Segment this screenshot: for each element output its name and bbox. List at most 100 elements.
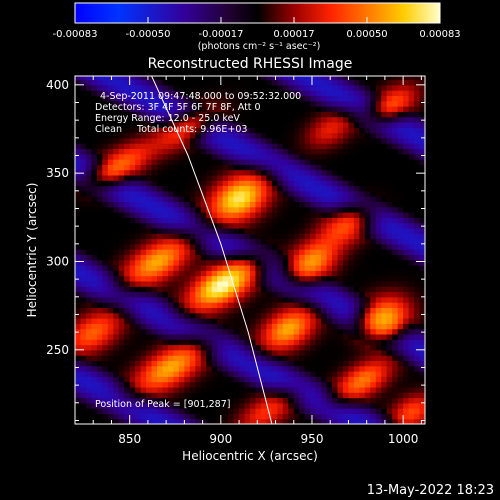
heatmap-cell [113, 153, 120, 160]
heatmap-cell [381, 127, 388, 134]
heatmap-cell [348, 153, 355, 160]
heatmap-cell [80, 132, 87, 139]
heatmap-cell [381, 190, 388, 197]
heatmap-cell [326, 238, 333, 245]
heatmap-cell [91, 265, 98, 271]
heatmap-cell [173, 265, 180, 271]
heatmap-cell [386, 143, 393, 150]
heatmap-cell [107, 127, 114, 134]
heatmap-cell [288, 143, 295, 150]
heatmap-cell [392, 339, 399, 346]
heatmap-cell [282, 190, 289, 197]
heatmap-cell [222, 397, 229, 404]
heatmap-cell [260, 280, 268, 287]
heatmap-cell [178, 402, 185, 409]
heatmap-cell [342, 185, 350, 192]
heatmap-cell [124, 365, 131, 372]
heatmap-cell [239, 143, 246, 150]
heatmap-cell [113, 116, 120, 123]
heatmap-cell [293, 132, 300, 139]
heatmap-cell [157, 312, 164, 319]
heatmap-cell [304, 169, 311, 176]
heatmap-cell [293, 381, 300, 388]
heatmap-cell [370, 307, 377, 314]
heatmap-cell [408, 111, 415, 118]
heatmap-cell [392, 318, 399, 324]
heatmap-cell [277, 143, 284, 150]
heatmap-cell [195, 344, 202, 351]
heatmap-cell [244, 212, 251, 218]
heatmap-cell [419, 376, 425, 383]
heatmap-cell [200, 79, 207, 86]
heatmap-cell [304, 201, 311, 208]
heatmap-cell [288, 302, 295, 309]
heatmap-cell [206, 222, 213, 229]
heatmap-cell [260, 243, 268, 250]
heatmap-cell [250, 180, 257, 187]
heatmap-cell [85, 196, 93, 203]
heatmap-cell [118, 153, 125, 160]
heatmap-cell [392, 148, 399, 155]
heatmap-cell [135, 84, 142, 91]
heatmap-cell [244, 265, 251, 271]
heatmap-cell [348, 206, 355, 213]
heatmap-cell [96, 376, 103, 383]
heatmap-cell [135, 227, 142, 234]
heatmap-cell [211, 270, 218, 277]
heatmap-cell [375, 386, 382, 393]
heatmap-cell [206, 270, 213, 277]
heatmap-cell [157, 386, 164, 393]
heatmap-cell [332, 418, 339, 424]
heatmap-cell [162, 121, 169, 128]
heatmap-cell [211, 95, 218, 102]
heatmap-cell [321, 84, 328, 91]
heatmap-cell [135, 153, 142, 160]
heatmap-cell [239, 413, 246, 420]
heatmap-cell [124, 307, 131, 314]
heatmap-cell [211, 339, 218, 346]
heatmap-cell [129, 206, 136, 213]
heatmap-cell [315, 185, 322, 192]
heatmap-cell [315, 217, 322, 224]
heatmap-cell [260, 84, 268, 91]
heatmap-cell [282, 254, 289, 261]
heatmap-cell [397, 169, 404, 176]
heatmap-cell [288, 328, 295, 335]
heatmap-cell [107, 116, 114, 123]
heatmap-cell [282, 296, 289, 303]
heatmap-cell [157, 259, 164, 266]
heatmap-cell [80, 312, 87, 319]
heatmap-cell [151, 111, 158, 118]
heatmap-cell [315, 132, 322, 139]
heatmap-cell [414, 339, 421, 346]
heatmap-cell [200, 265, 207, 271]
heatmap-cell [96, 222, 103, 229]
heatmap-cell [419, 333, 425, 340]
heatmap-cell [146, 296, 153, 303]
heatmap-cell [403, 349, 410, 356]
heatmap-cell [80, 238, 87, 245]
heatmap-cell [310, 137, 317, 144]
heatmap-cell [381, 76, 388, 81]
heatmap-cell [118, 307, 125, 314]
heatmap-cell [375, 302, 382, 309]
heatmap-cell [140, 227, 147, 234]
heatmap-cell [85, 296, 93, 303]
heatmap-cell [304, 408, 311, 414]
heatmap-cell [332, 344, 339, 351]
heatmap-cell [129, 344, 136, 351]
heatmap-cell [200, 185, 207, 192]
heatmap-cell [381, 111, 388, 118]
heatmap-cell [381, 328, 388, 335]
heatmap-cell [129, 312, 136, 319]
heatmap-cell [288, 397, 295, 404]
heatmap-cell [414, 328, 421, 335]
heatmap-cell [184, 386, 191, 393]
heatmap-cell [200, 238, 207, 245]
heatmap-cell [392, 180, 399, 187]
heatmap-cell [91, 111, 98, 118]
heatmap-cell [184, 397, 191, 404]
heatmap-cell [348, 95, 355, 102]
heatmap-cell [386, 190, 393, 197]
annotation-detectors: Detectors: 3F 4F 5F 6F 7F 8F, Att 0 [95, 102, 261, 113]
